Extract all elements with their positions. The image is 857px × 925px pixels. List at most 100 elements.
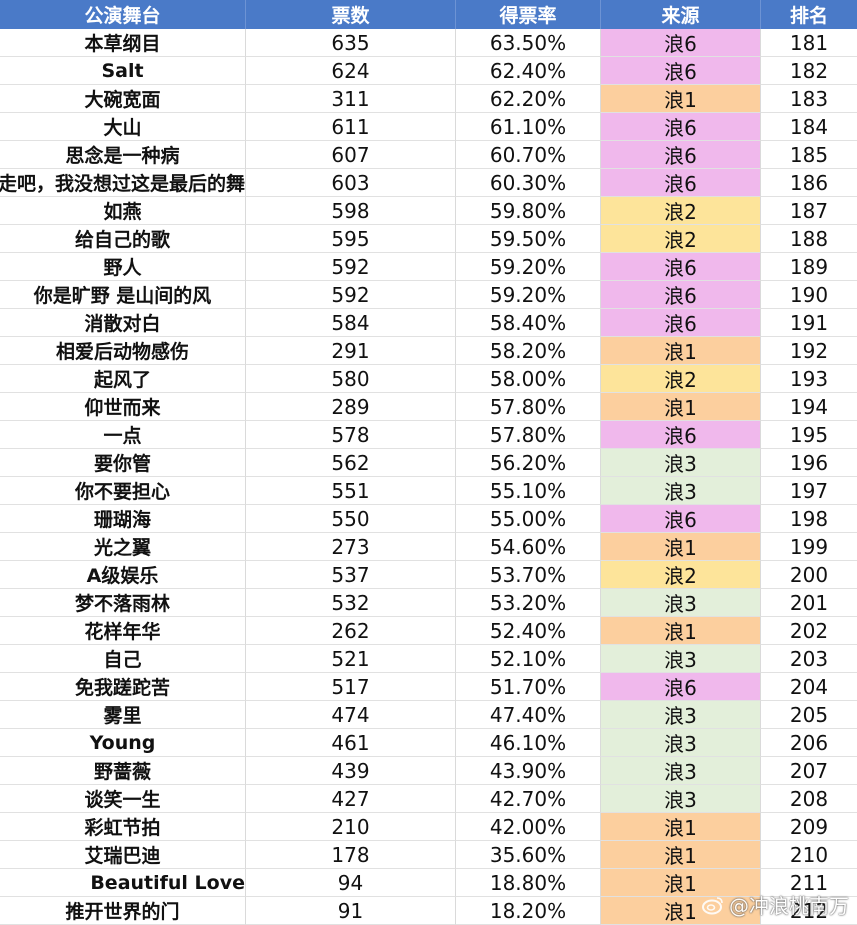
cell-source[interactable]: 浪6 — [601, 673, 761, 701]
cell-rank[interactable]: 194 — [761, 393, 857, 421]
cell-rate[interactable]: 55.00% — [456, 505, 601, 533]
cell-rate[interactable]: 62.20% — [456, 85, 601, 113]
cell-stage[interactable]: 雾里 — [0, 701, 246, 729]
cell-source[interactable]: 浪2 — [601, 225, 761, 253]
cell-stage[interactable]: 野蔷薇 — [0, 757, 246, 785]
cell-votes[interactable]: 311 — [246, 85, 456, 113]
cell-rank[interactable]: 211 — [761, 869, 857, 897]
cell-rank[interactable]: 188 — [761, 225, 857, 253]
cell-rank[interactable]: 181 — [761, 29, 857, 57]
cell-source[interactable]: 浪2 — [601, 197, 761, 225]
cell-source[interactable]: 浪3 — [601, 785, 761, 813]
cell-stage[interactable]: 给自己的歌 — [0, 225, 246, 253]
cell-rate[interactable]: 59.80% — [456, 197, 601, 225]
header-source[interactable]: 来源 — [601, 0, 761, 29]
cell-rank[interactable]: 197 — [761, 477, 857, 505]
cell-source[interactable]: 浪6 — [601, 141, 761, 169]
cell-source[interactable]: 浪6 — [601, 505, 761, 533]
cell-stage[interactable]: 艾瑞巴迪 — [0, 841, 246, 869]
cell-rank[interactable]: 185 — [761, 141, 857, 169]
cell-rate[interactable]: 35.60% — [456, 841, 601, 869]
cell-votes[interactable]: 461 — [246, 729, 456, 757]
cell-rank[interactable]: 192 — [761, 337, 857, 365]
cell-rank[interactable]: 203 — [761, 645, 857, 673]
cell-rate[interactable]: 60.30% — [456, 169, 601, 197]
cell-rank[interactable]: 207 — [761, 757, 857, 785]
cell-rate[interactable]: 52.10% — [456, 645, 601, 673]
cell-stage[interactable]: 自己 — [0, 645, 246, 673]
cell-rank[interactable]: 209 — [761, 813, 857, 841]
cell-rank[interactable]: 200 — [761, 561, 857, 589]
cell-stage[interactable]: 你不要担心 — [0, 477, 246, 505]
cell-source[interactable]: 浪6 — [601, 29, 761, 57]
cell-rank[interactable]: 195 — [761, 421, 857, 449]
cell-rate[interactable]: 54.60% — [456, 533, 601, 561]
cell-rate[interactable]: 58.00% — [456, 365, 601, 393]
cell-votes[interactable]: 537 — [246, 561, 456, 589]
cell-votes[interactable]: 551 — [246, 477, 456, 505]
cell-votes[interactable]: 517 — [246, 673, 456, 701]
cell-stage[interactable]: 谈笑一生 — [0, 785, 246, 813]
cell-source[interactable]: 浪6 — [601, 253, 761, 281]
cell-votes[interactable]: 624 — [246, 57, 456, 85]
cell-stage[interactable]: 野人 — [0, 253, 246, 281]
cell-rank[interactable]: 196 — [761, 449, 857, 477]
cell-votes[interactable]: 289 — [246, 393, 456, 421]
cell-source[interactable]: 浪3 — [601, 589, 761, 617]
cell-votes[interactable]: 592 — [246, 253, 456, 281]
cell-rate[interactable]: 63.50% — [456, 29, 601, 57]
cell-rank[interactable]: 199 — [761, 533, 857, 561]
cell-source[interactable]: 浪6 — [601, 281, 761, 309]
cell-votes[interactable]: 607 — [246, 141, 456, 169]
cell-source[interactable]: 浪1 — [601, 533, 761, 561]
cell-rate[interactable]: 52.40% — [456, 617, 601, 645]
cell-stage[interactable]: 一点 — [0, 421, 246, 449]
cell-votes[interactable]: 611 — [246, 113, 456, 141]
cell-votes[interactable]: 178 — [246, 841, 456, 869]
cell-stage[interactable]: 光之翼 — [0, 533, 246, 561]
cell-votes[interactable]: 598 — [246, 197, 456, 225]
cell-rate[interactable]: 59.50% — [456, 225, 601, 253]
cell-rate[interactable]: 57.80% — [456, 393, 601, 421]
cell-votes[interactable]: 603 — [246, 169, 456, 197]
cell-source[interactable]: 浪6 — [601, 421, 761, 449]
cell-source[interactable]: 浪1 — [601, 813, 761, 841]
cell-rank[interactable]: 187 — [761, 197, 857, 225]
cell-stage[interactable]: Beautiful Love — [0, 869, 246, 897]
cell-votes[interactable]: 273 — [246, 533, 456, 561]
cell-rank[interactable]: 193 — [761, 365, 857, 393]
cell-votes[interactable]: 578 — [246, 421, 456, 449]
cell-rate[interactable]: 51.70% — [456, 673, 601, 701]
cell-source[interactable]: 浪1 — [601, 337, 761, 365]
cell-source[interactable]: 浪6 — [601, 57, 761, 85]
cell-rate[interactable]: 61.10% — [456, 113, 601, 141]
cell-votes[interactable]: 94 — [246, 869, 456, 897]
cell-source[interactable]: 浪1 — [601, 841, 761, 869]
cell-rate[interactable]: 42.00% — [456, 813, 601, 841]
header-rank[interactable]: 排名 — [789, 5, 828, 27]
cell-source[interactable]: 浪3 — [601, 701, 761, 729]
cell-source[interactable]: 浪1 — [601, 393, 761, 421]
cell-source[interactable]: 浪3 — [601, 449, 761, 477]
cell-votes[interactable]: 584 — [246, 309, 456, 337]
cell-votes[interactable]: 595 — [246, 225, 456, 253]
cell-source[interactable]: 浪1 — [601, 85, 761, 113]
cell-rank[interactable]: 189 — [761, 253, 857, 281]
cell-rate[interactable]: 47.40% — [456, 701, 601, 729]
cell-rate[interactable]: 59.20% — [456, 253, 601, 281]
cell-rate[interactable]: 59.20% — [456, 281, 601, 309]
cell-votes[interactable]: 427 — [246, 785, 456, 813]
cell-votes[interactable]: 592 — [246, 281, 456, 309]
cell-rate[interactable]: 43.90% — [456, 757, 601, 785]
cell-stage[interactable]: 你是旷野 是山间的风 — [0, 281, 246, 309]
cell-stage[interactable]: 如燕 — [0, 197, 246, 225]
cell-source[interactable]: 浪3 — [601, 477, 761, 505]
cell-rank[interactable]: 186 — [761, 169, 857, 197]
header-rate[interactable]: 得票率 — [456, 0, 601, 29]
cell-rank[interactable]: 198 — [761, 505, 857, 533]
cell-votes[interactable]: 562 — [246, 449, 456, 477]
cell-stage[interactable]: 大山 — [0, 113, 246, 141]
cell-votes[interactable]: 635 — [246, 29, 456, 57]
cell-stage[interactable]: Young — [0, 729, 246, 757]
cell-rank[interactable]: 206 — [761, 729, 857, 757]
